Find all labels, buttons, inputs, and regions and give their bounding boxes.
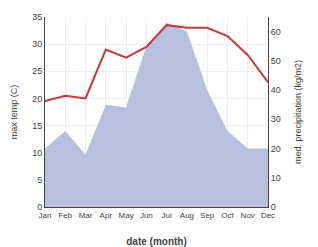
svg-text:5: 5 [37, 175, 42, 185]
svg-text:Mar: Mar [79, 211, 93, 220]
svg-text:Jan: Jan [39, 211, 52, 220]
svg-text:30: 30 [32, 39, 42, 49]
svg-text:max temp (C): max temp (C) [9, 85, 19, 140]
svg-text:0: 0 [37, 202, 42, 212]
svg-text:med. precipitation (kg/m2): med. precipitation (kg/m2) [293, 60, 303, 164]
svg-text:25: 25 [32, 66, 42, 76]
svg-text:60: 60 [271, 27, 281, 37]
svg-text:40: 40 [271, 85, 281, 95]
svg-text:date (month): date (month) [126, 236, 187, 247]
svg-text:Feb: Feb [58, 211, 72, 220]
svg-text:Nov: Nov [241, 211, 255, 220]
svg-text:Jun: Jun [140, 211, 153, 220]
svg-text:35: 35 [32, 12, 42, 22]
svg-text:15: 15 [32, 121, 42, 131]
svg-text:Jul: Jul [162, 211, 172, 220]
svg-text:Apr: Apr [100, 211, 113, 220]
svg-text:0: 0 [271, 202, 276, 212]
svg-text:10: 10 [32, 148, 42, 158]
svg-text:20: 20 [32, 94, 42, 104]
svg-text:Oct: Oct [221, 211, 234, 220]
svg-text:Aug: Aug [180, 211, 194, 220]
svg-text:10: 10 [271, 173, 281, 183]
svg-text:Sep: Sep [200, 211, 215, 220]
svg-text:May: May [119, 211, 134, 220]
svg-text:Dec: Dec [261, 211, 275, 220]
svg-text:50: 50 [271, 56, 281, 66]
svg-text:30: 30 [271, 114, 281, 124]
svg-text:20: 20 [271, 144, 281, 154]
